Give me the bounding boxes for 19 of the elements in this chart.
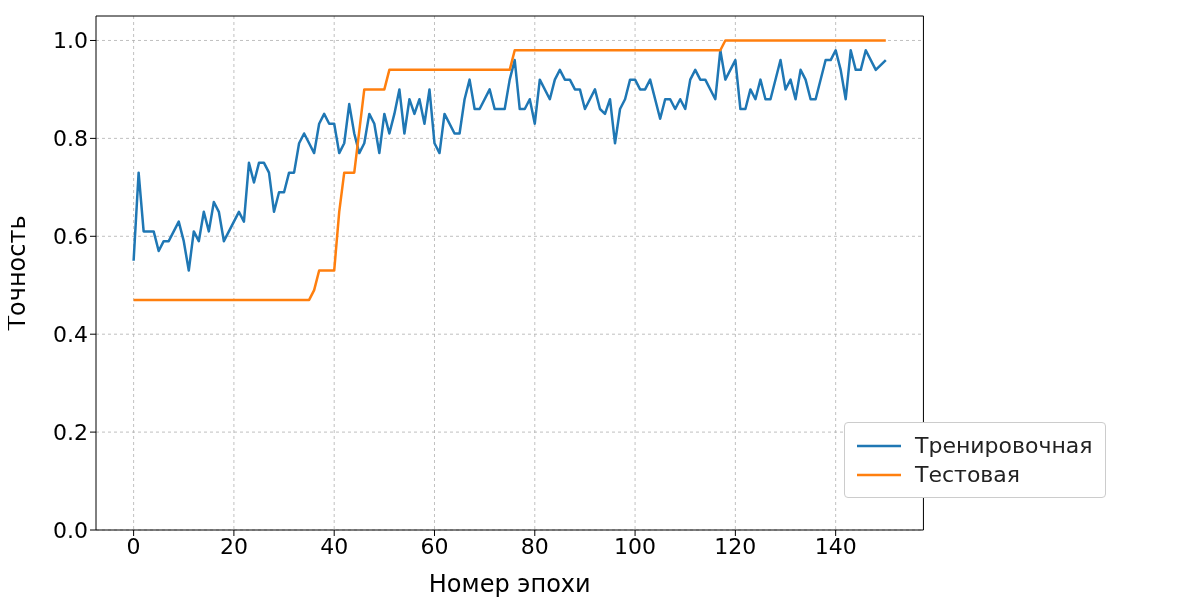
x-axis-title: Номер эпохи	[428, 570, 591, 598]
y-tick-label: 0.8	[53, 126, 88, 152]
y-tick-label: 0.2	[53, 419, 88, 445]
y-tick-label: 0.4	[53, 322, 88, 347]
line-series	[132, 39, 888, 302]
x-tick-label: 40	[320, 533, 349, 559]
y-tick-label: 0.0	[53, 517, 88, 543]
x-tick-label: 80	[520, 533, 549, 559]
legend-label: Тестовая	[915, 462, 1021, 487]
x-tick-label: 100	[614, 533, 657, 559]
line-series	[132, 49, 888, 272]
x-tick-label: 0	[126, 533, 141, 559]
y-tick-label: 1.0	[53, 28, 88, 54]
y-tick-label: 0.6	[53, 224, 88, 250]
legend-label: Тренировочная	[915, 433, 1093, 458]
x-tick-label: 140	[814, 533, 857, 559]
x-tick-label: 120	[714, 533, 757, 559]
x-tick-label: 60	[420, 533, 449, 559]
x-tick-label: 20	[219, 533, 248, 559]
